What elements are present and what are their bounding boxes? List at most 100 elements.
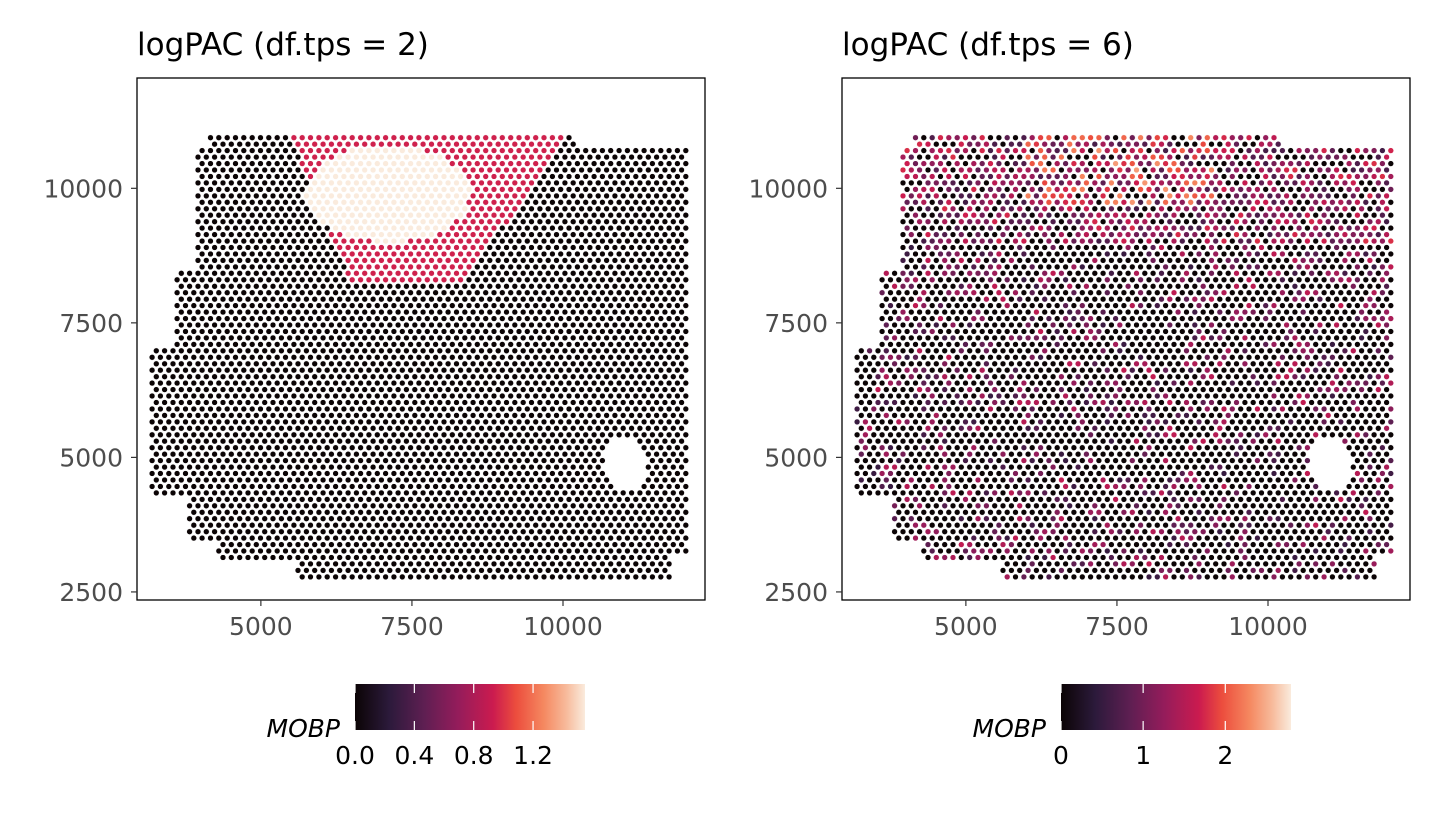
spot: [958, 489, 965, 497]
spot: [1037, 573, 1044, 581]
spot: [474, 354, 481, 361]
spot: [674, 418, 681, 426]
spot: [962, 496, 969, 503]
spot: [374, 431, 381, 438]
spot: [382, 354, 389, 361]
spot: [524, 186, 531, 193]
spot: [332, 379, 339, 387]
spot: [665, 276, 673, 283]
spot: [419, 360, 427, 367]
spot: [173, 302, 181, 309]
spot: [478, 179, 485, 187]
spot: [611, 373, 619, 380]
spot: [328, 463, 335, 471]
spot: [586, 386, 594, 393]
spot: [595, 386, 602, 393]
spot: [261, 244, 268, 251]
spot: [465, 367, 473, 374]
spot: [486, 528, 493, 535]
spot: [369, 554, 377, 561]
spot: [328, 515, 335, 522]
spot: [620, 257, 627, 264]
spot: [549, 470, 556, 477]
spot: [303, 347, 310, 354]
spot: [257, 212, 264, 219]
spot: [203, 205, 210, 212]
spot: [382, 263, 389, 271]
spot: [303, 489, 310, 497]
spot: [224, 470, 231, 477]
spot: [219, 244, 227, 251]
spot: [386, 257, 393, 264]
spot: [570, 412, 577, 419]
spot: [307, 496, 314, 503]
spot: [1241, 528, 1249, 535]
spot: [203, 179, 210, 187]
spot: [319, 502, 327, 509]
spot: [224, 547, 231, 555]
spot: [361, 502, 368, 509]
spot: [682, 276, 689, 283]
spot: [628, 296, 635, 303]
spot: [670, 502, 677, 509]
spot: [1170, 534, 1178, 542]
spot: [249, 199, 256, 206]
spot: [153, 425, 160, 432]
spot: [157, 405, 164, 413]
spot: [365, 509, 373, 516]
spot: [457, 289, 464, 296]
spot: [394, 218, 402, 225]
spot: [482, 250, 489, 258]
spot: [265, 224, 272, 232]
spot: [632, 573, 639, 581]
spot: [528, 192, 535, 200]
spot: [624, 573, 631, 581]
spot: [603, 515, 610, 522]
spot: [315, 302, 323, 309]
spot: [357, 483, 364, 490]
spot: [549, 573, 556, 581]
spot: [486, 205, 493, 212]
spot: [369, 153, 377, 161]
spot: [595, 192, 602, 200]
spot: [390, 522, 398, 529]
spot: [657, 560, 664, 568]
spot: [403, 489, 410, 497]
spot: [645, 166, 652, 174]
spot: [661, 386, 669, 393]
spot: [449, 186, 456, 193]
spot: [553, 270, 560, 277]
spot: [611, 270, 619, 277]
spot: [399, 315, 406, 322]
spot: [198, 418, 206, 426]
spot: [553, 141, 560, 148]
spot: [340, 173, 348, 180]
spot: [545, 386, 552, 393]
spot: [457, 470, 464, 477]
spot: [274, 444, 281, 451]
spot: [607, 547, 614, 555]
spot: [520, 192, 527, 200]
spot: [357, 496, 364, 503]
spot: [349, 134, 356, 141]
spot: [649, 263, 656, 271]
spot: [678, 489, 685, 497]
spot: [424, 431, 431, 438]
spot: [1291, 541, 1299, 548]
spot: [532, 263, 539, 271]
spot: [999, 502, 1007, 509]
spot: [178, 489, 185, 497]
spot: [540, 263, 548, 271]
spot: [574, 470, 581, 477]
spot: [365, 418, 373, 426]
spot: [336, 554, 343, 561]
spot: [528, 257, 535, 264]
spot: [274, 147, 281, 154]
spot: [353, 270, 360, 277]
spot: [974, 502, 982, 509]
spot: [265, 444, 272, 451]
spot: [319, 179, 327, 187]
spot: [640, 237, 648, 245]
spot: [307, 547, 314, 555]
spot: [632, 147, 639, 154]
